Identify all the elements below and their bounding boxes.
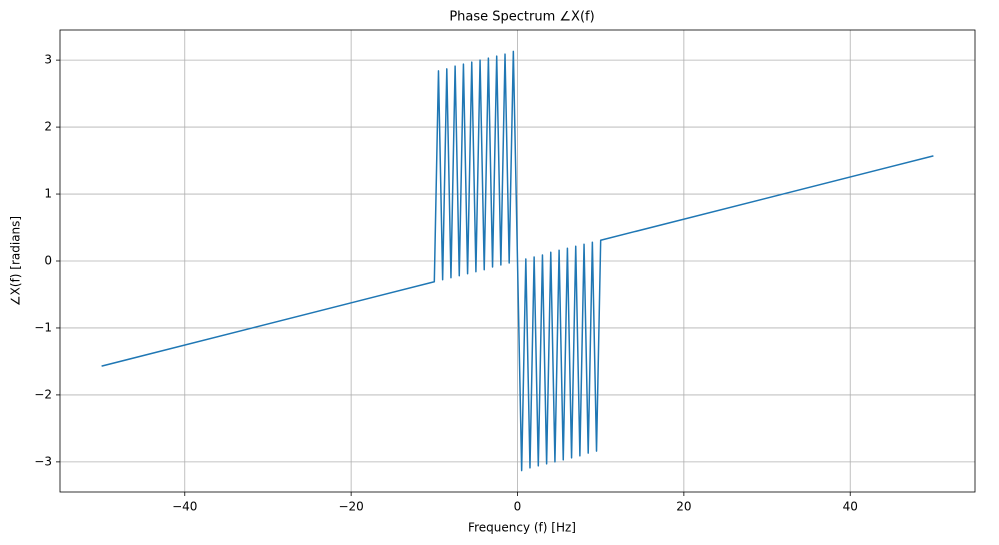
x-tick-label: 20 [676, 500, 691, 514]
y-tick-label: 1 [44, 187, 52, 201]
x-tick-label: 40 [843, 500, 858, 514]
y-tick-label: 0 [44, 254, 52, 268]
y-tick-label: −2 [34, 387, 52, 401]
x-tick-label: 0 [514, 500, 522, 514]
plot-frame [59, 29, 976, 493]
y-tick-label: 2 [44, 120, 52, 134]
data-line [101, 50, 934, 472]
chart-title: Phase Spectrum ∠X(f) [449, 10, 594, 25]
x-tick-label: −20 [338, 500, 363, 514]
x-axis-label: Frequency (f) [Hz] [468, 521, 576, 535]
y-tick-label: 3 [44, 53, 52, 67]
y-axis-label: ∠X(f) [radians] [9, 216, 23, 306]
x-tick-label: −40 [172, 500, 197, 514]
y-tick-label: −3 [34, 454, 52, 468]
y-tick-label: −1 [34, 320, 52, 334]
